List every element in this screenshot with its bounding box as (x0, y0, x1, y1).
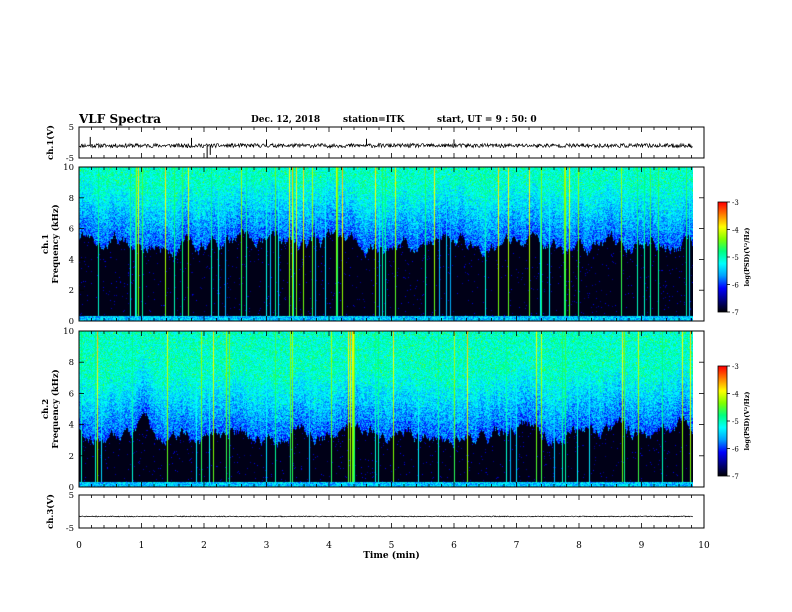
chart-title: VLF Spectra (79, 112, 162, 126)
ch2-spectrogram-ylabel: ch.2 Frequency (kHz) (41, 369, 61, 448)
ch1-spectrogram-colorbar (718, 202, 727, 312)
y-tick-label: 6 (69, 225, 74, 235)
y-tick-label: 8 (69, 194, 74, 204)
y-tick-label: 2 (69, 286, 74, 296)
colorbar-tick-label: -5 (732, 254, 739, 262)
ch3-waveform-ylabel-line: ch.3(V) (45, 494, 56, 529)
y-tick-label: 6 (69, 389, 74, 399)
ch3-waveform-ylabel: ch.3(V) (45, 494, 56, 529)
y-tick-label: 0 (69, 483, 74, 493)
ch1-waveform-ylabel-line: ch.1(V) (45, 125, 56, 160)
x-tick-label: 6 (451, 541, 457, 551)
station-label: station=ITK (343, 115, 405, 125)
ch2-spectrogram-colorbar-label: log(PSD)(V²/Hz) (743, 392, 751, 451)
y-tick-label: 4 (69, 421, 74, 431)
ch1-spectrogram-ylabel: ch.1 Frequency (kHz) (41, 204, 61, 283)
y-tick-label: 5 (69, 123, 74, 133)
colorbar-label-text: log(PSD)(V²/Hz) (743, 228, 751, 287)
colorbar-label-text: log(PSD)(V²/Hz) (743, 392, 751, 451)
x-tick-label: 4 (326, 541, 332, 551)
x-tick-label: 3 (264, 541, 270, 551)
colorbar-tick-label: -4 (732, 227, 739, 235)
ch1-spectrogram-ylabel-line: ch.1 (41, 234, 51, 254)
ch1-waveform-ylabel: ch.1(V) (45, 125, 56, 160)
colorbar-tick-label: -6 (732, 446, 739, 454)
ch2-spectrogram-image (79, 331, 693, 487)
ch1-spectrogram-image (79, 167, 693, 321)
x-tick-label: 10 (698, 541, 710, 551)
x-tick-label: 7 (514, 541, 520, 551)
ch1-waveform-trace (78, 142, 693, 149)
date-label: Dec. 12, 2018 (251, 115, 321, 125)
colorbar-tick-label: -3 (732, 363, 739, 371)
y-tick-label: 8 (69, 358, 74, 368)
colorbar-tick-label: -7 (732, 473, 739, 481)
ch2-spectrogram-ylabel-line: Frequency (kHz) (50, 369, 61, 448)
ch2-spectrogram-colorbar (718, 366, 727, 476)
x-tick-label: 8 (576, 541, 582, 551)
x-tick-label: 9 (639, 541, 645, 551)
y-tick-label: 2 (69, 452, 74, 462)
colorbar-tick-label: -5 (732, 418, 739, 426)
colorbar-tick-label: -6 (732, 282, 739, 290)
x-tick-label: 5 (389, 541, 395, 551)
ch1-spectrogram-ylabel-line: Frequency (kHz) (50, 204, 61, 283)
y-tick-label: -5 (66, 524, 74, 534)
x-tick-label: 2 (201, 541, 207, 551)
y-tick-label: -5 (66, 154, 74, 164)
ch3-waveform-trace (78, 515, 693, 518)
x-tick-label: 1 (139, 541, 145, 551)
x-axis-label: Time (min) (363, 550, 420, 561)
colorbar-tick-label: -7 (732, 309, 739, 317)
colorbar-tick-label: -3 (732, 199, 739, 207)
y-tick-label: 0 (69, 317, 74, 327)
y-tick-label: 10 (63, 327, 74, 337)
ch1-spectrogram-colorbar-label: log(PSD)(V²/Hz) (743, 228, 751, 287)
y-tick-label: 4 (69, 255, 74, 265)
y-tick-label: 10 (63, 163, 74, 173)
y-tick-label: 5 (69, 491, 74, 501)
x-tick-label: 0 (76, 541, 82, 551)
ch2-spectrogram-ylabel-line: ch.2 (41, 399, 51, 419)
colorbar-tick-label: -4 (732, 391, 739, 399)
start-time-label: start, UT = 9 : 50: 0 (437, 115, 537, 125)
